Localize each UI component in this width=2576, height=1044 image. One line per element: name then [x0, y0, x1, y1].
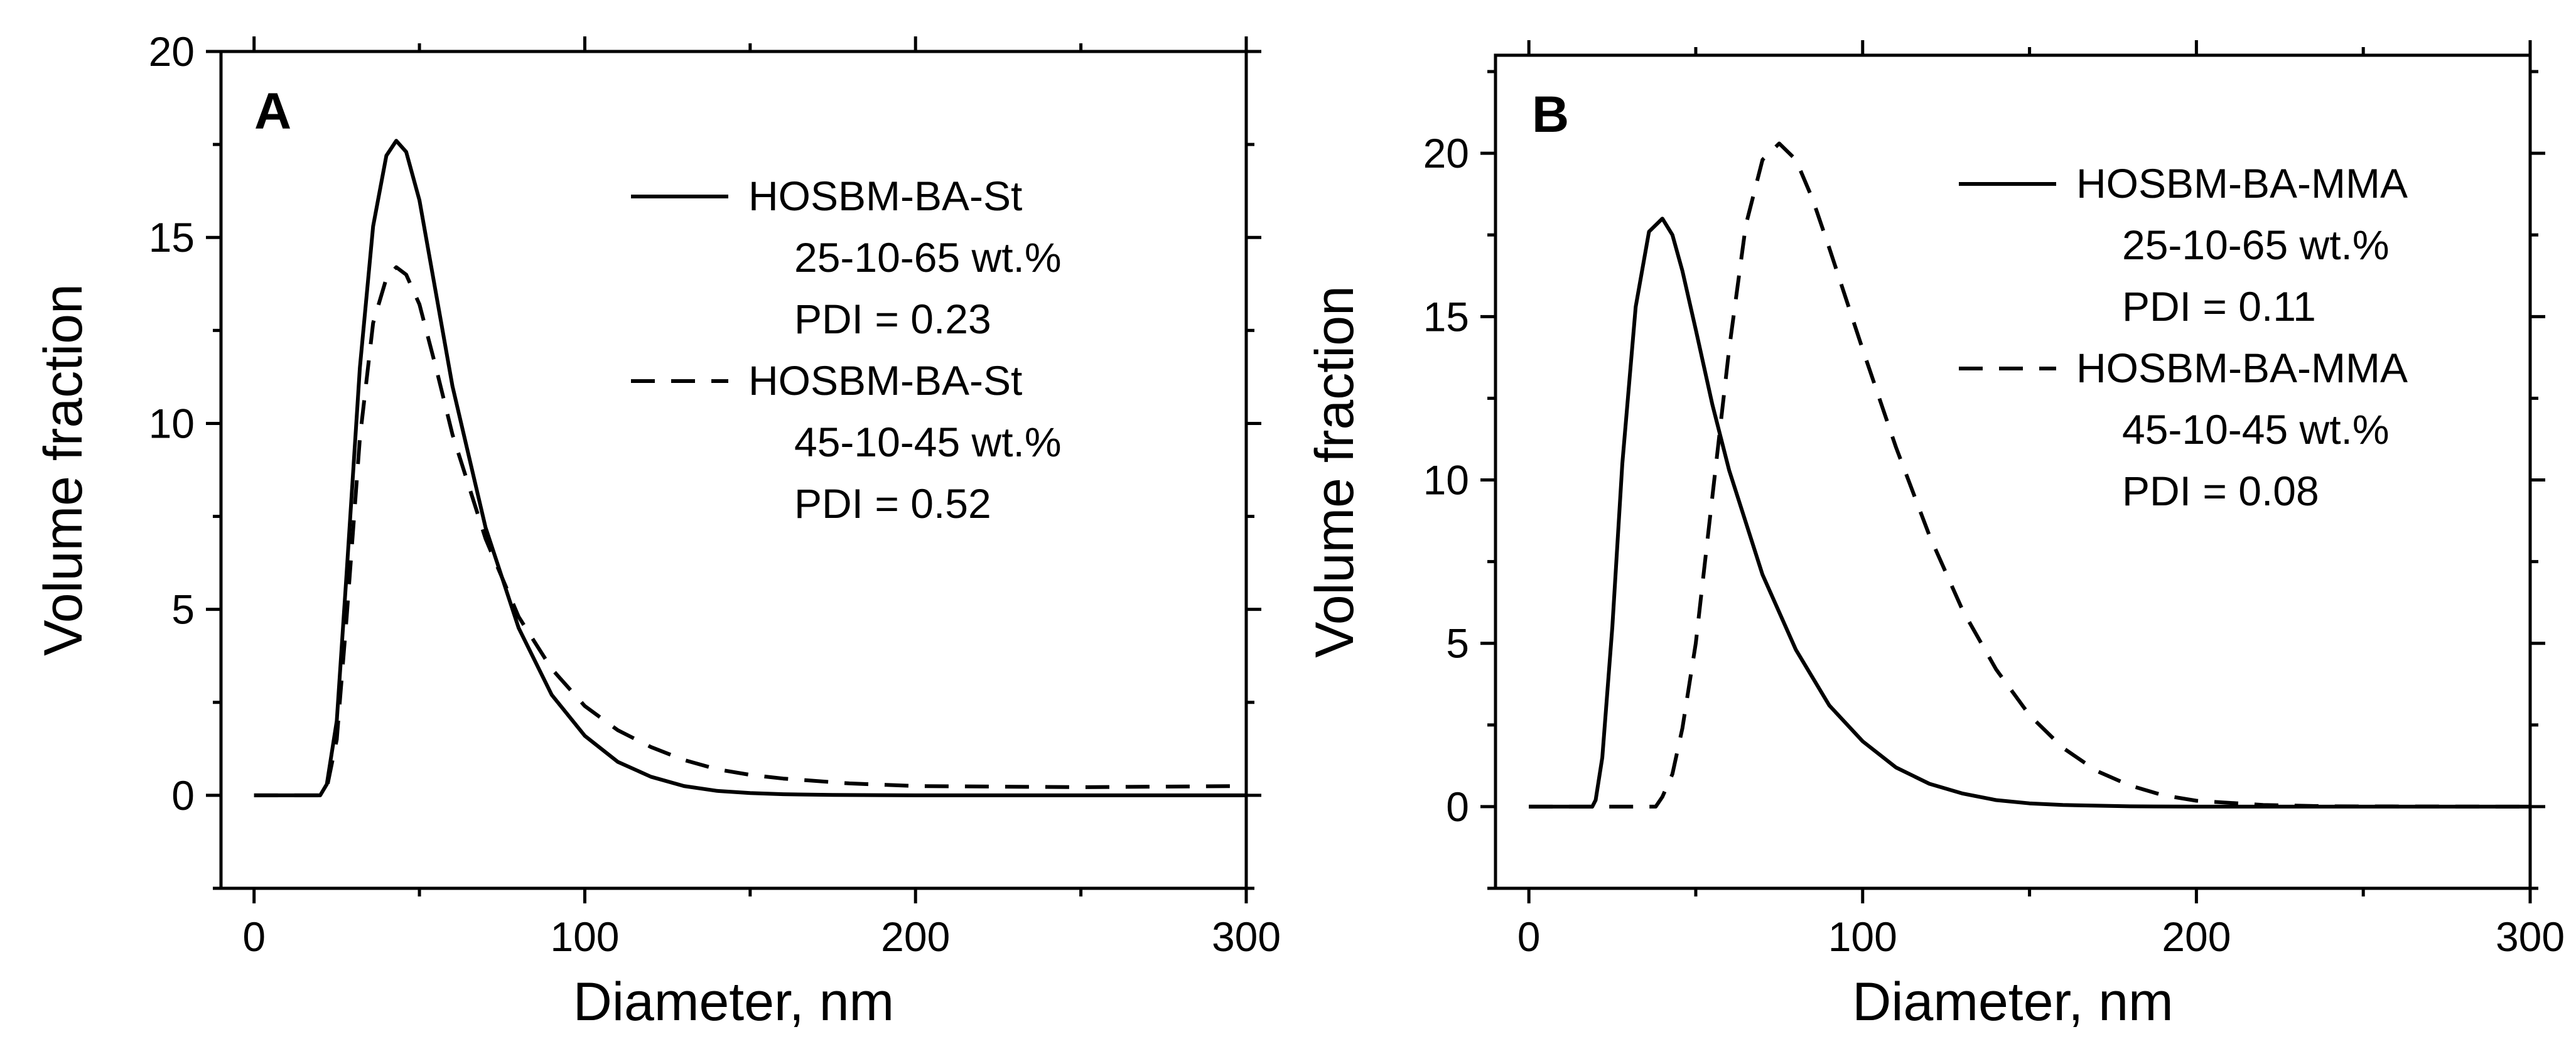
series-line-solid: [1529, 217, 2530, 809]
legend-entry-text: PDI = 0.11: [2122, 283, 2316, 330]
legend-entry-text: PDI = 0.52: [794, 480, 991, 527]
legend-entry-text: HOSBM-BA-St: [748, 357, 1022, 404]
y-axis-title: Volume fraction: [1305, 286, 1365, 658]
x-axis-title: Diameter, nm: [1852, 972, 2173, 1032]
legend-entry-text: 25-10-65 wt.%: [2122, 222, 2390, 268]
panel-b: 0 100 200 300 0 5 10 15 20 Diameter, nm Volume fra…: [1305, 40, 2565, 1032]
x-tick-label: 300: [2496, 913, 2565, 960]
x-axis-title: Diameter, nm: [573, 972, 894, 1032]
legend-entry-text: HOSBM-BA-MMA: [2076, 345, 2408, 391]
panel-label: A: [254, 83, 291, 140]
panel-a: 0 100 200 300 0 5 10 15 20 Diameter, nm Volume fra…: [33, 28, 1281, 1032]
x-tick-label: 0: [242, 913, 266, 960]
y-tick-label: 20: [149, 28, 195, 75]
series-line-dashed: [1529, 141, 2531, 809]
legend-entry-text: HOSBM-BA-MMA: [2076, 160, 2408, 207]
series-line-dashed: [254, 265, 1247, 797]
y-axis-title: Volume fraction: [33, 284, 94, 656]
plot-frame: [1494, 53, 2532, 890]
legend-entry-text: 45-10-45 wt.%: [2122, 406, 2390, 453]
y-tick-label: 15: [149, 214, 195, 261]
y-tick-label: 20: [1423, 130, 1469, 176]
x-tick-label: 100: [1828, 913, 1897, 960]
y-tick-label: 0: [171, 772, 195, 819]
y-tick-label: 0: [1446, 783, 1469, 830]
y-tick-label: 5: [1446, 620, 1469, 667]
series-line-solid: [254, 139, 1246, 797]
legend-entry-text: PDI = 0.08: [2122, 468, 2319, 514]
legend-entry-text: 25-10-65 wt.%: [794, 234, 1062, 281]
x-tick-label: 0: [1517, 913, 1541, 960]
y-tick-label: 5: [171, 586, 195, 633]
x-tick-label: 300: [1212, 913, 1281, 960]
y-tick-label: 10: [149, 400, 195, 446]
x-tick-label: 100: [550, 913, 619, 960]
y-tick-label: 15: [1423, 293, 1469, 340]
legend-entry-text: PDI = 0.23: [794, 296, 991, 342]
x-tick-label: 200: [881, 913, 950, 960]
y-tick-label: 10: [1423, 457, 1469, 503]
plot-frame: [219, 50, 1248, 890]
panel-label: B: [1532, 86, 1569, 143]
x-tick-label: 200: [2162, 913, 2231, 960]
legend-entry-text: 45-10-45 wt.%: [794, 419, 1062, 465]
legend-entry-text: HOSBM-BA-St: [748, 173, 1022, 219]
